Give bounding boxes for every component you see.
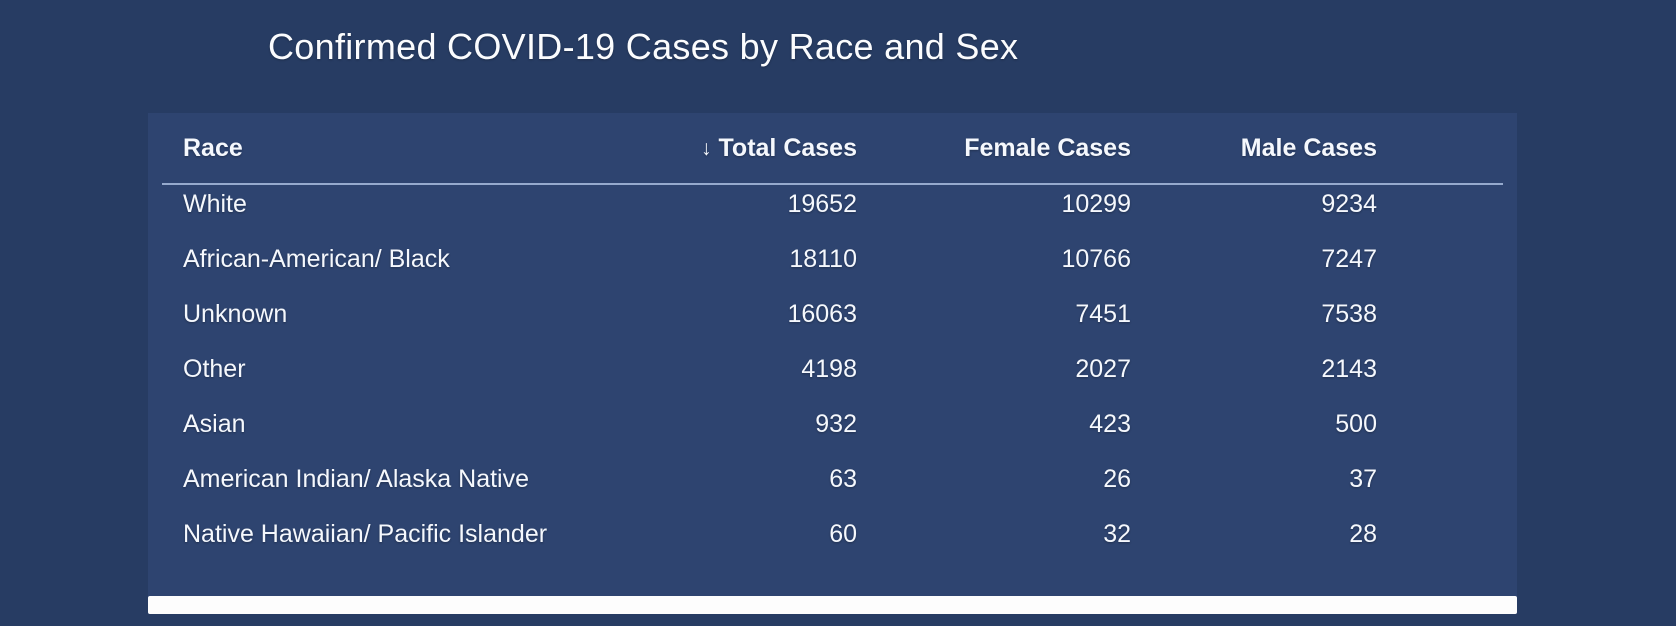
table-row: Native Hawaiian/ Pacific Islander 60 32 …	[148, 515, 1517, 570]
race-cell: Unknown	[183, 300, 288, 328]
column-header-male-cases[interactable]: Male Cases	[1240, 133, 1377, 162]
total-cases-cell: 932	[815, 410, 857, 438]
sort-descending-icon: ↓	[701, 136, 712, 160]
race-cell: African-American/ Black	[183, 245, 450, 273]
table-row: Other 4198 2027 2143	[148, 350, 1517, 405]
horizontal-scrollbar[interactable]	[148, 596, 1517, 614]
female-cases-cell: 10766	[1061, 245, 1131, 273]
table-row: Unknown 16063 7451 7538	[148, 295, 1517, 350]
column-header-total-cases[interactable]: ↓ Total Cases	[583, 134, 857, 163]
total-cases-cell: 60	[829, 520, 857, 548]
column-header-race[interactable]: Race	[183, 133, 243, 162]
total-cases-cell: 18110	[789, 245, 857, 273]
cases-by-race-table: Race ↓ Total Cases Female Cases Male Case…	[148, 113, 1517, 614]
total-cases-cell: 4198	[801, 355, 857, 383]
table-row: African-American/ Black 18110 10766 7247	[148, 240, 1517, 295]
race-cell: White	[183, 190, 247, 218]
female-cases-cell: 32	[1103, 520, 1131, 548]
male-cases-cell: 7247	[1321, 245, 1377, 273]
male-cases-cell: 500	[1335, 410, 1377, 438]
table-row: American Indian/ Alaska Native 63 26 37	[148, 460, 1517, 515]
column-header-female-cases[interactable]: Female Cases	[964, 133, 1131, 162]
table-row: Asian 932 423 500	[148, 405, 1517, 460]
total-cases-cell: 19652	[787, 190, 857, 218]
total-cases-cell: 63	[829, 465, 857, 493]
race-cell: Other	[183, 355, 246, 383]
race-cell: Native Hawaiian/ Pacific Islander	[183, 520, 548, 548]
race-cell: Asian	[183, 410, 246, 438]
male-cases-cell: 37	[1349, 465, 1377, 493]
female-cases-cell: 7451	[1075, 300, 1131, 328]
male-cases-cell: 2143	[1321, 355, 1377, 383]
total-cases-cell: 16063	[787, 300, 857, 328]
male-cases-cell: 7538	[1321, 300, 1377, 328]
female-cases-cell: 10299	[1061, 190, 1131, 218]
male-cases-cell: 9234	[1321, 190, 1377, 218]
header-divider	[162, 183, 1503, 185]
column-header-total-cases-label: Total Cases	[718, 133, 857, 162]
male-cases-cell: 28	[1349, 520, 1377, 548]
table-row: White 19652 10299 9234	[148, 185, 1517, 240]
female-cases-cell: 423	[1089, 410, 1131, 438]
female-cases-cell: 26	[1103, 465, 1131, 493]
race-cell: American Indian/ Alaska Native	[183, 465, 530, 493]
table-header-row: Race ↓ Total Cases Female Cases Male Case…	[148, 113, 1517, 183]
female-cases-cell: 2027	[1075, 355, 1131, 383]
chart-title: Confirmed COVID-19 Cases by Race and Sex	[268, 26, 1019, 67]
